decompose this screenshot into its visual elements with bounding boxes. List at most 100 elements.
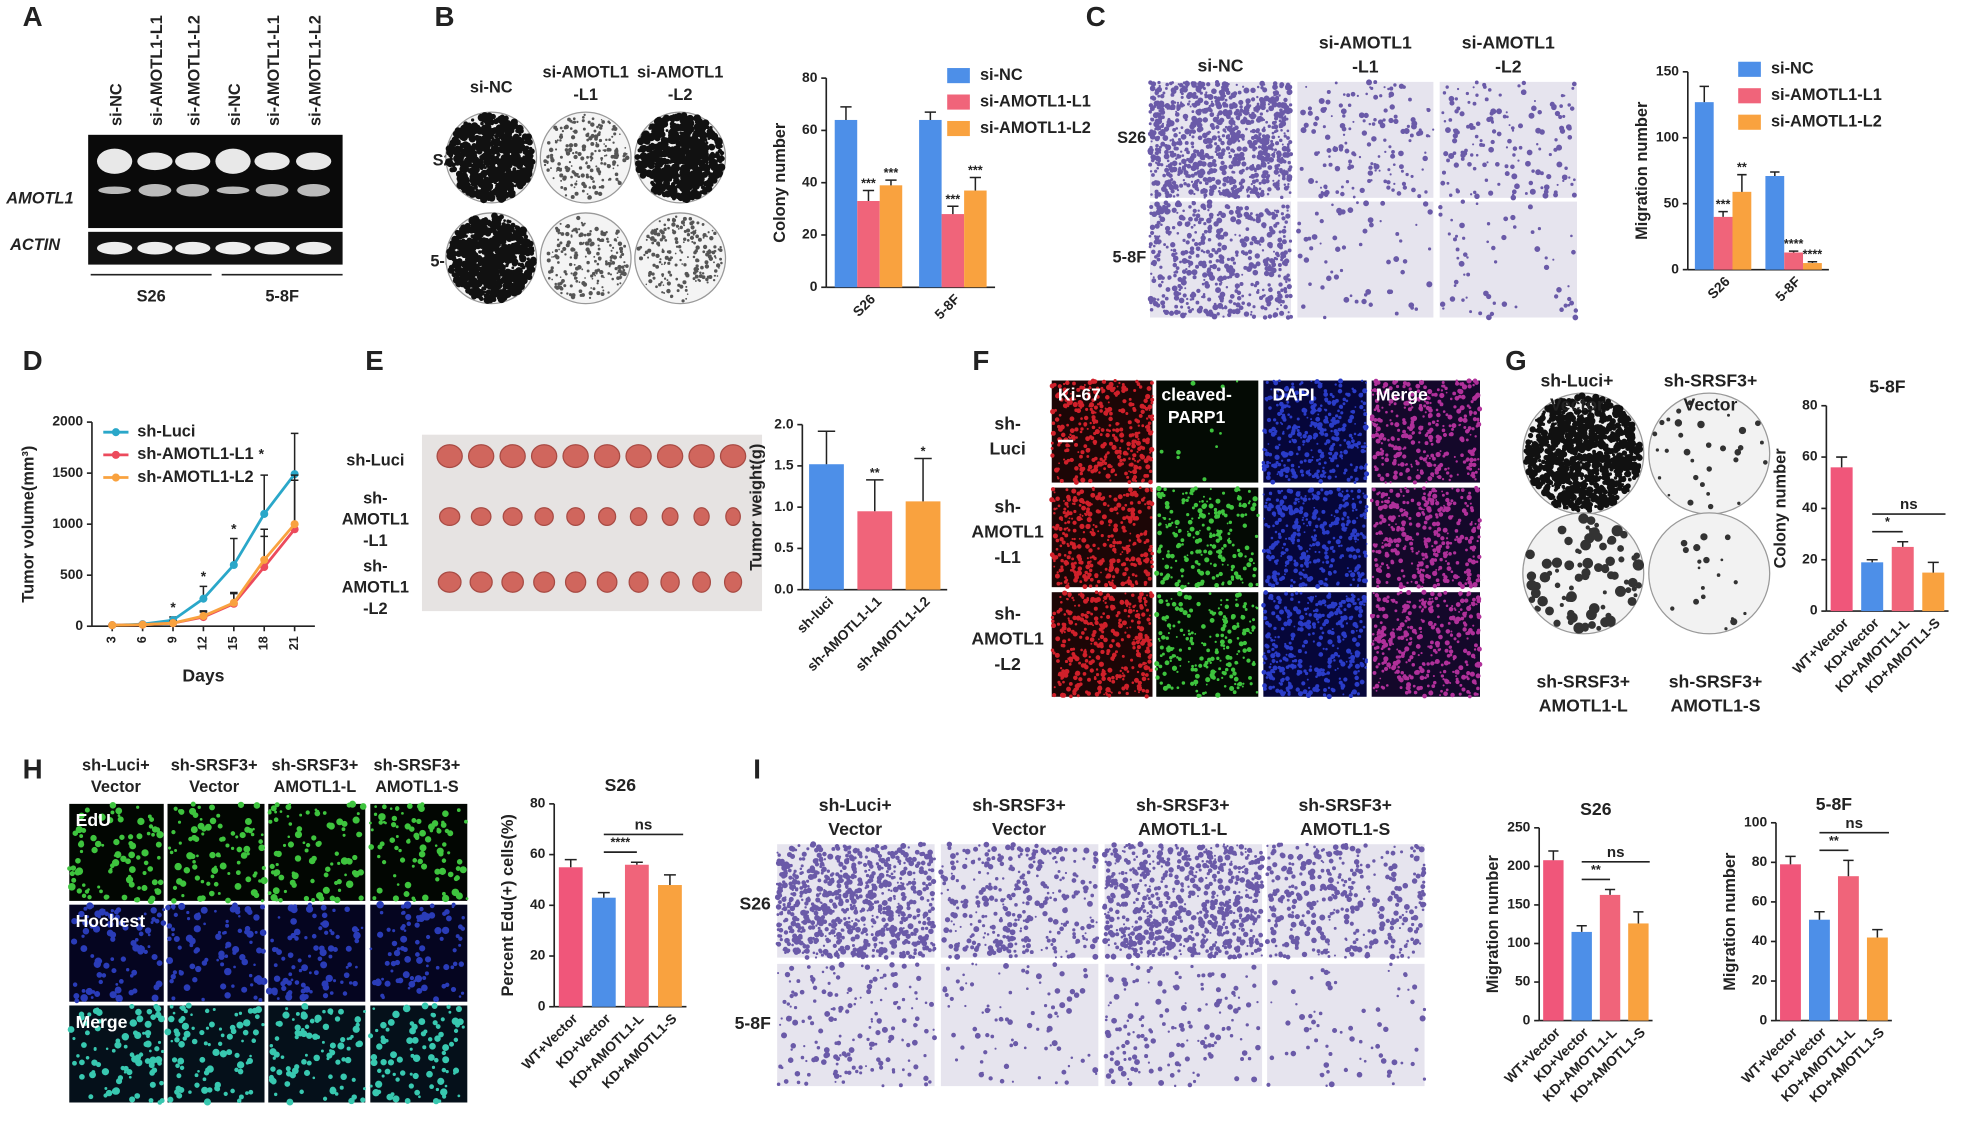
column-label: sh-Luci+: [819, 795, 892, 815]
error-bar: [885, 179, 897, 186]
texture: [1525, 513, 1645, 634]
y-axis-label: Migration number: [1633, 101, 1651, 240]
bar: [1628, 923, 1649, 1021]
bar: [1866, 937, 1888, 1021]
column-label: sh-SRSF3+: [374, 756, 461, 774]
row-label: sh-: [363, 557, 388, 575]
y-tick-label: 150: [1656, 62, 1679, 78]
texture: [1369, 378, 1483, 485]
comparison-label: **: [1829, 834, 1839, 848]
plate-label: sh-SRSF3+: [1537, 672, 1631, 692]
y-tick-label: 20: [530, 947, 546, 963]
texture: [1299, 79, 1435, 199]
band: [96, 148, 133, 174]
y-tick-label: 40: [1802, 499, 1818, 515]
gel: [88, 134, 343, 229]
x-tick-label: 15: [226, 636, 240, 650]
significance-label: **: [1737, 161, 1747, 175]
legend-swatch: [1738, 88, 1761, 104]
texture: [1154, 591, 1259, 698]
texture: [1261, 378, 1370, 485]
error-bar: [840, 106, 852, 120]
bar: [879, 185, 903, 288]
x-tick-label: 5-8F: [1772, 273, 1803, 304]
column-label: sh-SRSF3+: [271, 756, 358, 774]
colony-plate: [1648, 512, 1771, 635]
texture: [367, 1002, 465, 1105]
error-bar: [1718, 210, 1728, 217]
error-bar: [1927, 561, 1939, 573]
error-bar: [290, 474, 299, 525]
legend-label: si-AMOTL1-L1: [980, 92, 1091, 110]
y-tick-label: 100: [1507, 934, 1530, 950]
row-label: -L1: [994, 547, 1021, 567]
row-label: sh-: [994, 496, 1021, 516]
panel-letter: A: [23, 1, 43, 32]
texture: [1049, 486, 1155, 590]
tumor: [562, 444, 589, 469]
x-tick-label: 21: [287, 636, 301, 650]
texture: [1264, 842, 1427, 960]
y-tick-label: 0: [1523, 1011, 1531, 1027]
y-tick-label: 20: [802, 226, 818, 242]
micrograph: [940, 963, 1099, 1087]
bar: [1861, 562, 1884, 612]
tumor: [625, 444, 652, 469]
y-tick-label: 40: [1752, 932, 1768, 948]
bar: [857, 511, 893, 590]
tumor: [436, 444, 463, 469]
y-tick-label: 250: [1507, 818, 1530, 834]
annotation: *: [201, 568, 207, 584]
error-bar: [947, 205, 959, 215]
y-tick-label: 50: [1515, 973, 1531, 989]
x-tick-label: S26: [849, 291, 878, 320]
colony-plate: [539, 212, 632, 305]
texture: [543, 113, 630, 200]
y-tick-label: 80: [1802, 396, 1818, 412]
error-bar: [1836, 456, 1848, 468]
error-bar: [597, 891, 610, 898]
y-tick-label: 100: [1656, 128, 1679, 144]
column-label: Ki-67: [1058, 384, 1101, 404]
row-label: sh-Luci: [346, 451, 404, 469]
legend-marker: [111, 450, 120, 459]
y-tick-label: 0.0: [774, 580, 794, 596]
marker: [229, 598, 238, 607]
bar: [1891, 546, 1914, 612]
y-tick-label: 0: [1759, 1011, 1767, 1027]
y-tick-label: 20: [1802, 550, 1818, 566]
significance-label: ***: [1716, 198, 1731, 212]
texture: [369, 900, 466, 1003]
significance-label: ***: [968, 163, 983, 177]
tumor: [656, 444, 684, 469]
panel-letter: D: [23, 345, 43, 376]
column-label: -L2: [1495, 57, 1522, 77]
error-bar: [1807, 260, 1818, 264]
tumor: [438, 507, 461, 527]
y-tick-label: 0: [1810, 602, 1818, 618]
row-label: S26: [1117, 129, 1146, 147]
micrograph: [777, 963, 935, 1087]
marker: [199, 611, 208, 621]
y-tick-label: 1.5: [774, 457, 794, 473]
bar: [857, 201, 880, 288]
x-tick-label: sh-luci: [793, 593, 836, 636]
texture: [1262, 487, 1369, 589]
texture: [444, 112, 536, 204]
legend-swatch: [947, 120, 970, 137]
bar: [1765, 176, 1785, 270]
panel-letter: B: [435, 1, 455, 32]
row-label: AMOTL1: [342, 511, 409, 529]
x-tick-label: 9: [165, 636, 179, 643]
column-label: si-NC: [470, 79, 513, 97]
column-label: PARP1: [1168, 407, 1226, 427]
x-tick-label: 5-8F: [931, 291, 962, 322]
error-bar: [630, 861, 643, 865]
bar: [1780, 864, 1801, 1021]
row-label: S26: [739, 893, 771, 913]
texture: [1147, 199, 1294, 320]
significance-label: *: [921, 444, 926, 458]
error-bar: [862, 189, 875, 202]
row-label: 5-8F: [1113, 249, 1147, 267]
